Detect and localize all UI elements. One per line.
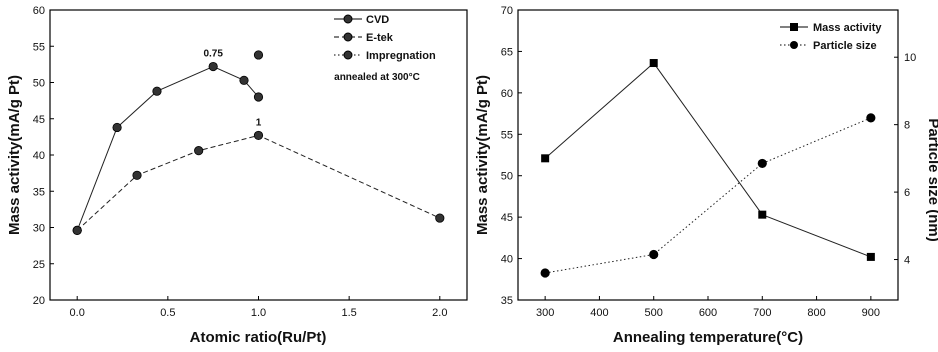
- series-line-e-tek: [76, 134, 441, 231]
- right-y-axis-title: Mass activity(mA/g Pt): [474, 75, 491, 235]
- y2-tick-label: 6: [904, 187, 910, 199]
- data-point-e-tek: [72, 225, 82, 235]
- y-tick-label: 45: [33, 114, 45, 126]
- right-legend: Mass activity Particle size: [780, 22, 882, 52]
- y-tick-label: 25: [33, 259, 45, 271]
- left-y-axis-title: Mass activity(mA/g Pt): [6, 75, 23, 235]
- data-point-particle-size: [649, 249, 659, 260]
- y-tick-label: 35: [33, 186, 45, 198]
- y-tick-label: 70: [501, 5, 513, 17]
- x-tick-label: 2.0: [432, 307, 447, 319]
- legend-marker-mass-activity: [790, 23, 798, 31]
- left-annotation: annealed at 300°C: [334, 72, 420, 83]
- y-tick-label: 60: [501, 88, 513, 100]
- y-tick-label: 50: [33, 78, 45, 90]
- right-ticks: 300 400 500 600 700 800 900 35 40 45 50 55 60 65 70 4 6 8…: [501, 5, 917, 319]
- x-tick-label: 300: [536, 307, 554, 319]
- right-x-axis-title: Annealing temperature(°C): [613, 329, 803, 346]
- left-ticks: 0.0 0.5 1.0 1.5 2.0 20 25 30 35 40 45 50 55 60: [33, 5, 448, 319]
- legend-marker-impregnation: [343, 50, 353, 60]
- y-tick-label: 35: [501, 295, 513, 307]
- left-legend: CVD E-tek Impregnation: [334, 14, 436, 62]
- x-tick-label: 700: [753, 307, 771, 319]
- legend-label-etek: E-tek: [366, 32, 394, 44]
- left-x-axis-title: Atomic ratio(Ru/Pt): [190, 329, 327, 346]
- series-line-mass-activity: [544, 62, 872, 258]
- x-tick-label: 0.0: [70, 307, 85, 319]
- x-tick-label: 0.5: [160, 307, 175, 319]
- data-point-cvd: [253, 92, 264, 102]
- x-tick-label: 800: [807, 307, 825, 319]
- legend-marker-cvd: [343, 14, 353, 24]
- data-point-mass-activity: [758, 210, 767, 219]
- data-point-impregnation: [253, 50, 264, 60]
- data-point-particle-size: [540, 268, 550, 278]
- data-point-cvd: [112, 122, 122, 133]
- legend-label-mass-activity: Mass activity: [813, 22, 882, 34]
- right-chart: 300 400 500 600 700 800 900 35 40 45 50 55 60 65 70 4 6 8…: [474, 5, 938, 346]
- y-tick-label: 55: [33, 41, 45, 53]
- data-point-mass-activity: [541, 154, 550, 163]
- legend-marker-etek: [343, 32, 353, 42]
- y2-tick-label: 10: [904, 52, 916, 64]
- x-tick-label: 1.0: [251, 307, 266, 319]
- data-point-mass-activity: [866, 252, 875, 261]
- y-tick-label: 50: [501, 171, 513, 183]
- x-tick-label: 1.5: [342, 307, 357, 319]
- data-point-particle-size: [866, 113, 876, 123]
- y-tick-label: 65: [501, 46, 513, 58]
- y-tick-label: 20: [33, 295, 45, 307]
- data-point-e-tek: [435, 213, 445, 223]
- data-label-cvd: 0.75: [203, 49, 223, 60]
- y-tick-label: 40: [33, 150, 45, 162]
- legend-label-impregnation: Impregnation: [366, 50, 436, 62]
- data-point-particle-size: [757, 158, 767, 169]
- data-point-e-tek: [253, 130, 264, 141]
- data-point-e-tek: [132, 170, 142, 180]
- y-tick-label: 40: [501, 254, 513, 266]
- data-point-cvd: [208, 61, 218, 72]
- y2-tick-label: 8: [904, 120, 910, 132]
- x-tick-label: 600: [699, 307, 717, 319]
- legend-marker-particle-size: [790, 41, 798, 49]
- legend-label-particle-size: Particle size: [813, 40, 877, 52]
- right-series: [540, 59, 876, 278]
- y-tick-label: 30: [33, 223, 45, 235]
- data-label-e-tek: 1: [256, 117, 262, 128]
- x-tick-label: 900: [862, 307, 880, 319]
- y-tick-label: 45: [501, 212, 513, 224]
- y2-tick-label: 4: [904, 255, 910, 267]
- x-tick-label: 500: [645, 307, 663, 319]
- y-tick-label: 60: [33, 5, 45, 17]
- left-series: 0.75 1: [72, 49, 445, 235]
- right-plot-frame: [517, 9, 899, 301]
- y-tick-label: 55: [501, 129, 513, 141]
- x-tick-label: 400: [590, 307, 608, 319]
- data-point-cvd: [152, 86, 162, 96]
- right-y2-axis-title: Particle size (nm): [925, 118, 938, 241]
- data-point-mass-activity: [649, 59, 658, 68]
- legend-label-cvd: CVD: [366, 14, 389, 26]
- data-point-cvd: [239, 75, 249, 85]
- series-line-particle-size: [545, 117, 872, 274]
- data-point-e-tek: [194, 146, 204, 156]
